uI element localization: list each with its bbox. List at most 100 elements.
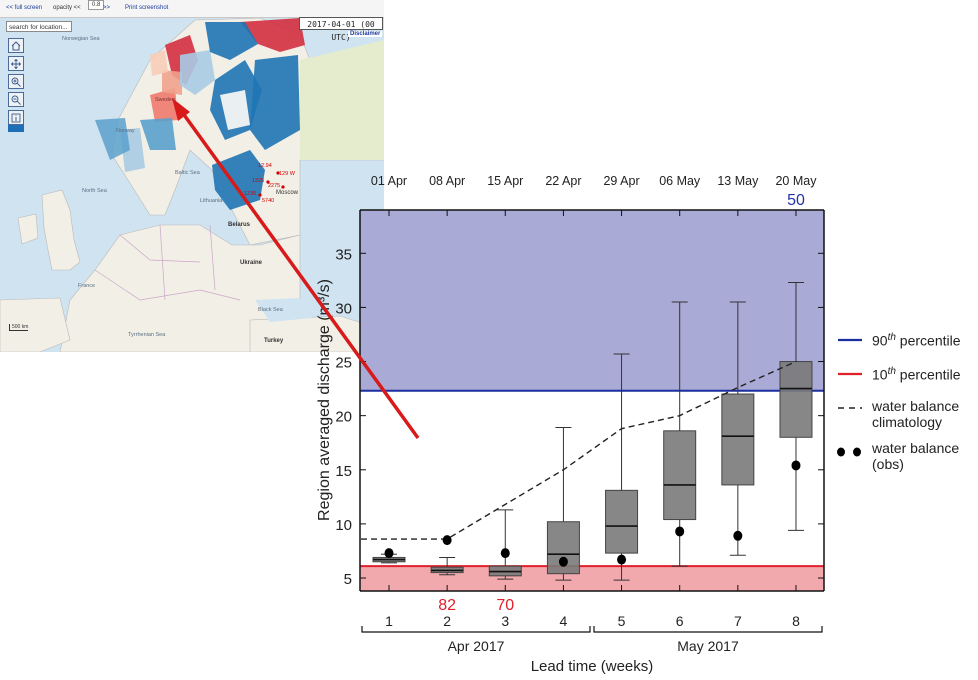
map-station-value: 5740 [262,198,275,204]
date-tick-label: 15 Apr [487,174,523,188]
basin-red-mid [150,88,178,122]
box-iqr [721,393,755,486]
date-tick-label: 01 Apr [371,174,407,188]
obs-dot [791,460,801,471]
home-button[interactable] [8,38,24,53]
map-label-moscow: Moscow [276,190,299,196]
zoom-out-icon [11,95,21,105]
obs-dot [500,548,510,559]
basin-dark-blue-baltic [212,150,265,210]
x-tick-label: 8 [792,613,800,629]
legend-item: 90th percentile [836,326,978,350]
search-input[interactable]: search for location... [6,21,72,32]
basin-white [220,90,250,130]
annotation-label: 50 [787,192,805,209]
map-toolbar: << full screen opacity << 0.8 >> Print s… [0,0,384,18]
print-screenshot-link[interactable]: Print screenshot [125,5,169,11]
land-uk [41,189,81,271]
map-label-ukraine: Ukraine [240,260,263,266]
basin-dark-blue-east [250,55,300,150]
map-label-tyrrhenian-sea: Tyrrhenian Sea [128,332,166,338]
opacity-value[interactable]: 0.8 [88,0,105,10]
pointer-arrow-head [172,98,190,121]
legend-label: 90th percentile [872,332,961,349]
map-label-north-sea: North Sea [82,188,107,194]
disclaimer-link[interactable]: Disclaimer [348,31,383,37]
basin-salmon [162,70,182,95]
y-tick-label: 5 [344,571,352,588]
basin-mid-blue-sw [95,118,130,160]
full-screen-link[interactable]: << full screen [6,5,43,11]
obs-dot [733,530,743,541]
month-label: Apr 2017 [448,638,505,654]
pan-button[interactable] [8,56,24,71]
y-tick-label: 20 [335,409,352,426]
legend-dot-mark [853,447,861,457]
x-axis-title: Lead time (weeks) [531,658,654,675]
active-tool-indicator [8,125,24,132]
date-tick-label: 22 Apr [545,174,581,188]
zoom-out-button[interactable] [8,92,24,107]
box-iqr [605,489,639,554]
map-station-value: 2275 [268,183,281,189]
map-label-baltic-sea: Baltic Sea [175,170,200,176]
date-tick-label: 06 May [659,174,701,188]
map-label-turkey: Turkey [264,338,284,344]
legend-dot-mark [837,447,845,457]
obs-dot [384,548,394,559]
opacity-more-link[interactable]: >> [103,5,111,11]
basin-dark-blue-north [205,22,258,60]
station-marker [281,185,285,189]
month-bracket-may [593,626,823,633]
map-station-value: 1235 [244,191,257,197]
map-label-lithuania: Lithuania [200,198,223,204]
legend-swatch [838,338,862,342]
obs-dot [442,535,452,546]
upper-band [360,210,824,391]
annotation-label: 82 [438,597,456,614]
basin-peach [150,50,168,76]
border-lines [94,224,241,301]
map-canvas[interactable] [0,0,384,352]
black-sea [255,298,312,322]
zoom-in-icon [11,77,21,87]
date-display: 2017-04-01 (00 UTC) [299,17,383,42]
station-marker [258,193,262,197]
x-tick-label: 3 [501,613,509,629]
x-tick-label: 1 [385,613,393,629]
y-tick-label: 10 [335,517,352,534]
map-label-norwegian-sea: Norwegian Sea [62,36,100,42]
annotation-label: 70 [496,597,514,614]
info-icon [11,113,21,122]
legend-swatch [838,372,862,376]
date-tick-label: 08 Apr [429,174,465,188]
zoom-in-button[interactable] [8,74,24,89]
legend-item: water balance climatology [836,394,978,430]
map-label-belarus: Belarus [228,222,251,228]
x-tick-label: 4 [560,613,568,629]
x-tick-label: 2 [443,613,451,629]
info-button[interactable] [8,110,24,125]
basin-light-blue-c [180,50,215,95]
date-tick-label: 20 May [775,174,817,188]
month-label: May 2017 [677,638,739,654]
station-marker [266,180,270,184]
map-label-norway: Norway [116,128,135,134]
pointer-arrow-line [180,110,420,440]
map-toolbox [8,38,24,132]
month-bracket-apr [361,626,591,633]
legend-item: 10th percentile [836,360,978,384]
map-label-sweden: Sweden [155,97,175,103]
legend-label: 10th percentile [872,366,961,383]
map-station-value: 1325 [252,178,265,184]
x-tick-label: 5 [618,613,626,629]
home-icon [11,40,21,50]
opacity-label: opacity << [53,5,81,11]
map-scale-bar: 500 km [9,324,29,331]
y-tick-label: 30 [335,300,352,317]
land-ireland [17,213,39,245]
y-axis-title: Region averaged discharge (m³/s) [316,279,333,521]
map-panel[interactable]: << full screen opacity << 0.8 >> Print s… [0,0,384,352]
y-tick-label: 25 [335,355,352,372]
